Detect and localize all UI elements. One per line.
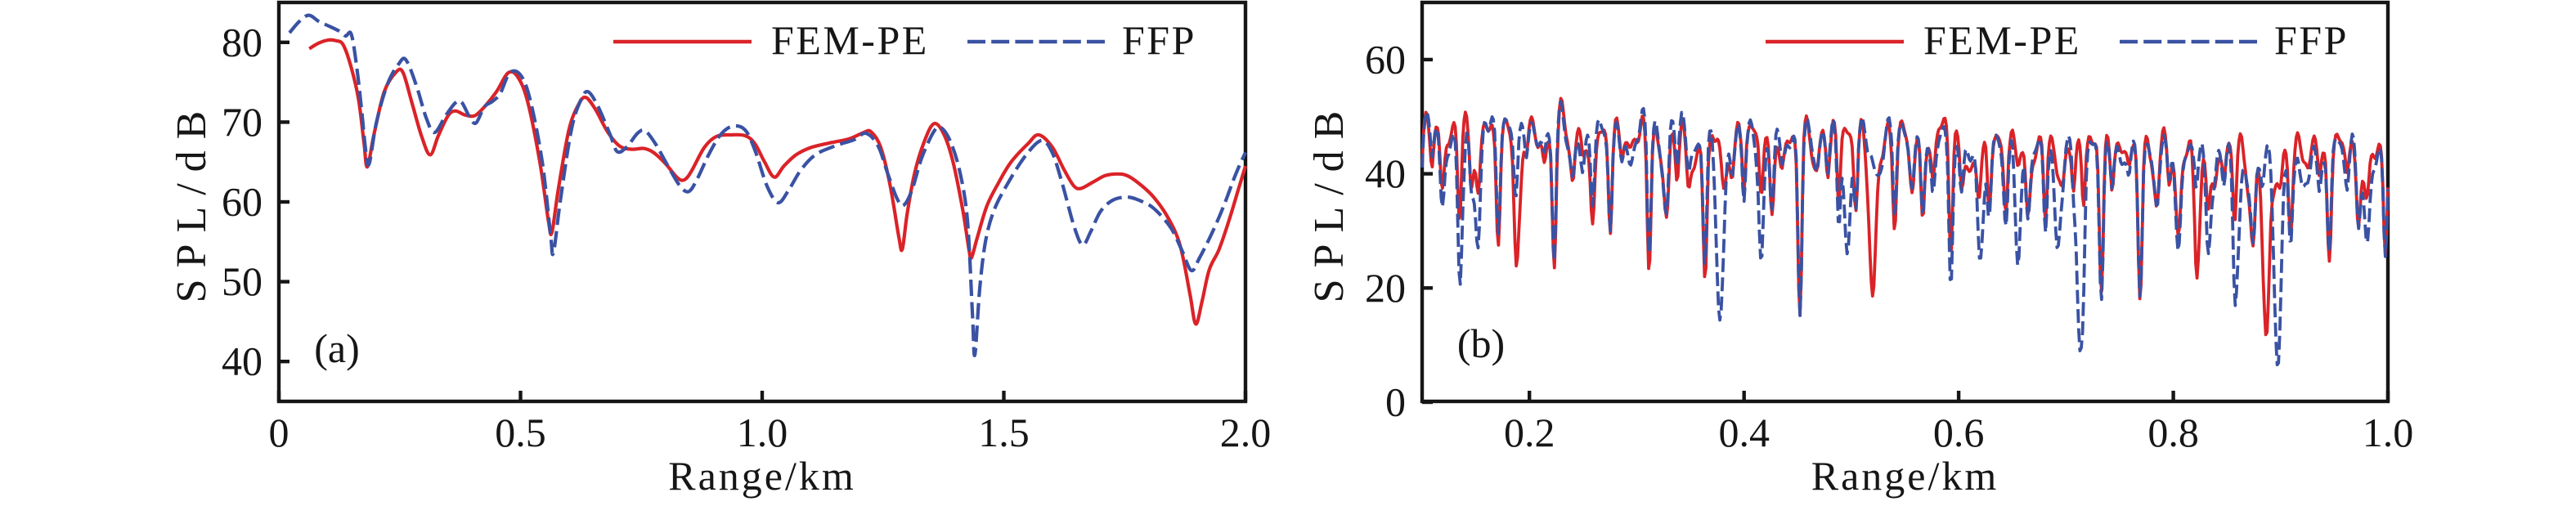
svg-text:0.4: 0.4	[1718, 410, 1770, 455]
svg-text:Range/km: Range/km	[668, 453, 856, 499]
svg-text:0.8: 0.8	[2147, 410, 2199, 455]
svg-text:0.2: 0.2	[1504, 410, 1555, 455]
svg-text:0.5: 0.5	[495, 410, 546, 455]
svg-text:FEM-PE: FEM-PE	[771, 17, 929, 63]
svg-text:(a): (a)	[314, 325, 360, 371]
svg-text:(b): (b)	[1457, 320, 1505, 366]
svg-text:1.0: 1.0	[2363, 410, 2414, 455]
svg-text:60: 60	[1365, 36, 1406, 82]
svg-text:50: 50	[222, 258, 263, 304]
svg-text:SPL/dB: SPL/dB	[168, 100, 215, 303]
svg-text:1.5: 1.5	[978, 410, 1030, 455]
svg-text:0: 0	[269, 410, 289, 455]
svg-text:60: 60	[222, 179, 263, 225]
svg-text:FFP: FFP	[2274, 17, 2349, 63]
svg-text:FEM-PE: FEM-PE	[1923, 17, 2081, 63]
svg-text:1.0: 1.0	[737, 410, 788, 455]
svg-text:20: 20	[1365, 265, 1406, 311]
svg-text:Range/km: Range/km	[1811, 453, 1999, 499]
svg-text:80: 80	[222, 19, 263, 65]
svg-text:0: 0	[1385, 379, 1406, 425]
svg-text:70: 70	[222, 99, 263, 145]
svg-text:40: 40	[1365, 150, 1406, 196]
svg-text:2.0: 2.0	[1220, 410, 1272, 455]
svg-text:SPL/dB: SPL/dB	[1306, 100, 1353, 303]
svg-text:0.6: 0.6	[1933, 410, 1985, 455]
svg-text:FFP: FFP	[1122, 17, 1196, 63]
svg-text:40: 40	[222, 338, 263, 384]
